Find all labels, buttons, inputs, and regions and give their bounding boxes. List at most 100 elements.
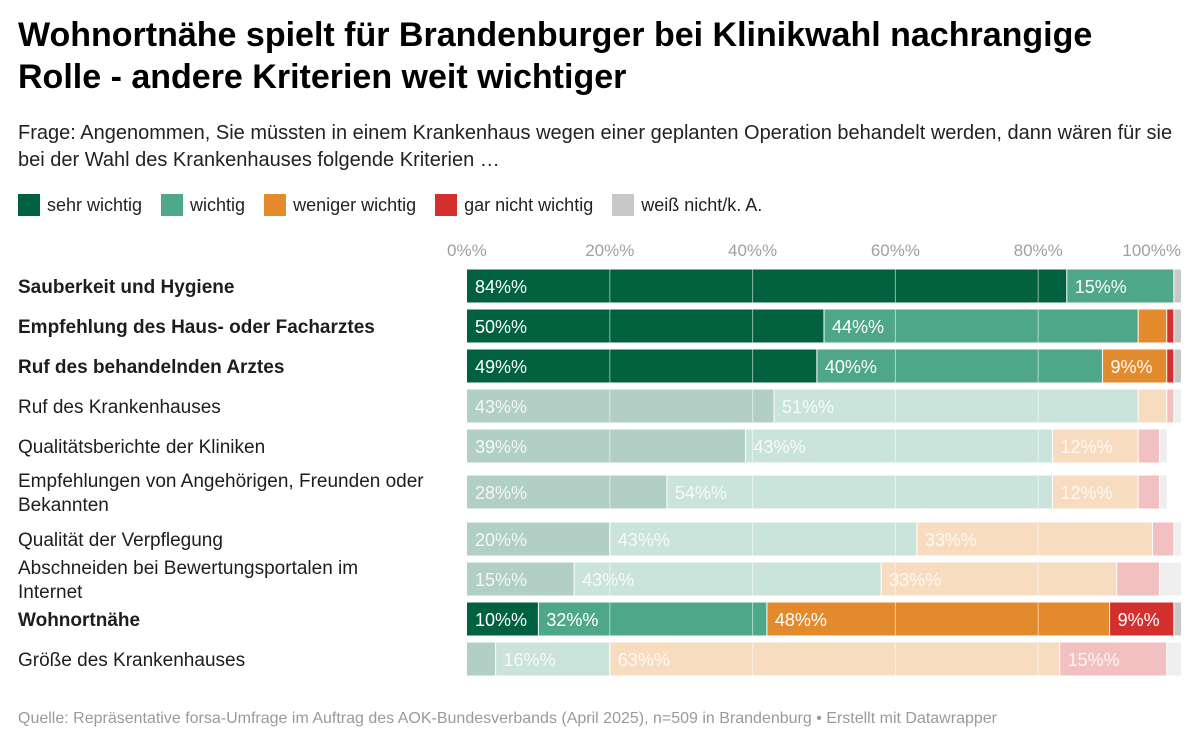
bar-segment-gar-nicht-wichtig — [1138, 475, 1160, 509]
bar-segment-sehr-wichtig — [467, 429, 746, 463]
bar-segment-weniger-wichtig — [916, 522, 1153, 556]
legend-item-sehr-wichtig: sehr wichtig — [18, 194, 142, 216]
bar-segment-sehr-wichtig — [467, 349, 817, 383]
bar-segment-wichtig — [666, 475, 1053, 509]
bar-segment-gar-nicht-wichtig — [1166, 309, 1174, 343]
legend-swatch — [18, 194, 40, 216]
bar-segment-weniger-wichtig — [1138, 309, 1167, 343]
bar-row: Empfehlungen von Angehörigen, Freunden o… — [18, 471, 1167, 516]
x-tick-label: 60%% — [871, 241, 920, 260]
bar-row: Wohnortnähe 10%% 32%% 48%% 9%% — [18, 602, 1181, 636]
bar-segment-gar-nicht-wichtig — [1109, 602, 1174, 636]
bar-row: Ruf des Krankenhauses 43%% 51%% — [18, 389, 1181, 423]
bar-segment-sehr-wichtig — [467, 389, 775, 423]
data-label: 12%% — [1060, 483, 1112, 503]
row-label: Wohnortnähe — [18, 610, 140, 631]
bar-segment-wichtig — [495, 642, 610, 676]
bar-segment-sehr-wichtig — [467, 642, 496, 676]
data-label: 28%% — [475, 483, 527, 503]
row-label: Qualitätsberichte der Kliniken — [18, 437, 265, 458]
bar-segment-weiß-nicht-k-a- — [1173, 269, 1181, 303]
data-label: 16%% — [504, 650, 556, 670]
bar-segment-weniger-wichtig — [1138, 389, 1167, 423]
legend-label: weniger wichtig — [293, 194, 417, 215]
legend-item-weiss-nicht: weiß nicht/k. A. — [612, 194, 762, 216]
bar-segment-gar-nicht-wichtig — [1116, 562, 1160, 596]
bar-segment-weiß-nicht-k-a- — [1173, 349, 1181, 383]
x-tick-label: 20%% — [585, 241, 634, 260]
data-label: 63%% — [618, 650, 670, 670]
bar-segment-gar-nicht-wichtig — [1166, 349, 1174, 383]
row-label: Abschneiden bei Bewertungsportalen im Int… — [18, 558, 358, 603]
bar-row: Ruf des behandelnden Arztes 49%% 40%% 9%% — [18, 349, 1181, 383]
bar-segment-weiß-nicht-k-a- — [1173, 389, 1181, 423]
data-label: 43%% — [753, 437, 805, 457]
bar-row: Empfehlung des Haus- oder Facharztes 50%%… — [18, 309, 1181, 343]
bar-segment-gar-nicht-wichtig — [1138, 429, 1160, 463]
data-label: 33%% — [925, 530, 977, 550]
bar-segment-gar-nicht-wichtig — [1059, 642, 1167, 676]
source-note: Quelle: Repräsentative forsa-Umfrage im … — [18, 710, 997, 727]
data-label: 32%% — [546, 610, 598, 630]
data-label: 48%% — [775, 610, 827, 630]
data-label: 9%% — [1110, 357, 1152, 377]
legend: sehr wichtig wichtig weniger wichtig gar… — [18, 193, 781, 217]
row-label: Größe des Krankenhauses — [18, 650, 245, 671]
bar-segment-weniger-wichtig — [766, 602, 1110, 636]
data-label: 40%% — [825, 357, 877, 377]
data-label: 15%% — [475, 570, 527, 590]
bar-segment-sehr-wichtig — [467, 602, 539, 636]
data-label: 43%% — [618, 530, 670, 550]
legend-label: wichtig — [190, 194, 246, 215]
bar-segment-weniger-wichtig — [1102, 349, 1167, 383]
data-label: 49%% — [475, 357, 527, 377]
bar-segment-weniger-wichtig — [1052, 429, 1139, 463]
bar-segment-wichtig — [538, 602, 767, 636]
bar-row: Qualität der Verpflegung 20%% 43%% 33%% — [18, 522, 1181, 556]
bar-segment-wichtig — [824, 309, 1139, 343]
chart-title: Wohnortnähe spielt für Brandenburger bei… — [18, 16, 1093, 96]
bar-row: Abschneiden bei Bewertungsportalen im Int… — [18, 558, 1181, 603]
bar-segment-wichtig — [816, 349, 1103, 383]
legend-swatch — [264, 194, 287, 216]
bar-segment-weniger-wichtig — [609, 642, 1060, 676]
legend-label: weiß nicht/k. A. — [641, 194, 763, 215]
data-label: 15%% — [1068, 650, 1120, 670]
bar-segment-gar-nicht-wichtig — [1152, 522, 1174, 556]
legend-item-weniger-wichtig: weniger wichtig — [264, 194, 416, 216]
data-label: 10%% — [475, 610, 527, 630]
chart-subtitle: Frage: Angenommen, Sie müssten in einem … — [18, 122, 1173, 171]
bar-segment-weiß-nicht-k-a- — [1173, 309, 1181, 343]
row-label: Empfehlung des Haus- oder Facharztes — [18, 317, 375, 338]
bar-segment-sehr-wichtig — [467, 309, 824, 343]
bar-segment-weniger-wichtig — [1052, 475, 1139, 509]
legend-swatch — [612, 194, 635, 216]
data-label: 9%% — [1118, 610, 1160, 630]
legend-swatch — [161, 194, 184, 216]
bar-segment-weiß-nicht-k-a- — [1159, 429, 1167, 463]
legend-label: sehr wichtig — [47, 194, 143, 215]
data-label: 12%% — [1060, 437, 1112, 457]
legend-item-wichtig: wichtig — [161, 194, 245, 216]
bar-segment-wichtig — [774, 389, 1139, 423]
row-label: Ruf des Krankenhauses — [18, 397, 221, 418]
bar-segment-weiß-nicht-k-a- — [1173, 522, 1181, 556]
legend-swatch — [435, 194, 458, 216]
bar-segment-wichtig — [609, 522, 917, 556]
data-label: 20%% — [475, 530, 527, 550]
bar-segment-wichtig — [745, 429, 1053, 463]
data-label: 43%% — [582, 570, 634, 590]
row-label: Qualität der Verpflegung — [18, 530, 223, 551]
bar-segment-sehr-wichtig — [467, 475, 667, 509]
bar-segment-wichtig — [1066, 269, 1174, 303]
row-label: Ruf des behandelnden Arztes — [18, 357, 284, 378]
bar-segment-weniger-wichtig — [881, 562, 1117, 596]
bar-segment-weiß-nicht-k-a- — [1173, 602, 1181, 636]
bar-row: Sauberkeit und Hygiene 84%% 15%% — [18, 269, 1181, 303]
x-tick-label: 100%% — [1122, 241, 1181, 260]
data-label: 84%% — [475, 277, 527, 297]
row-label: Sauberkeit und Hygiene — [18, 277, 234, 298]
x-tick-label: 40%% — [728, 241, 777, 260]
legend-label: gar nicht wichtig — [464, 194, 594, 215]
